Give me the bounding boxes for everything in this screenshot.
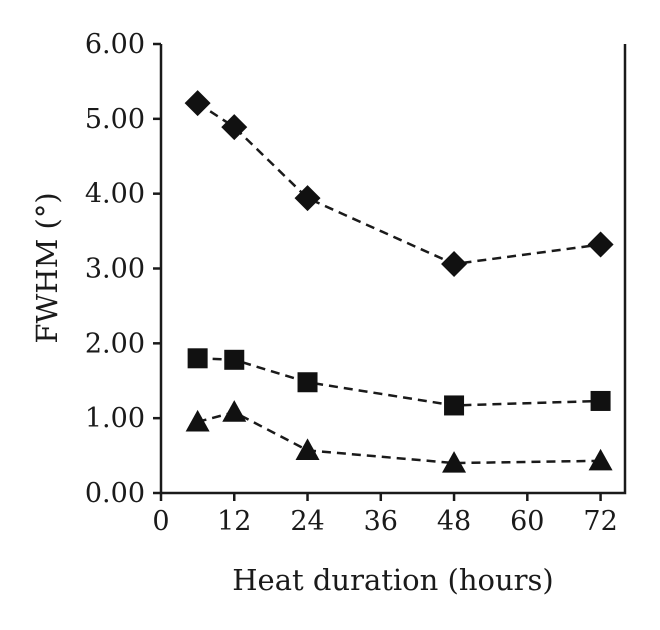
data-point-triangle xyxy=(295,438,320,460)
data-point-diamond xyxy=(587,231,614,258)
data-point-square xyxy=(590,390,611,411)
data-point-triangle xyxy=(222,400,247,422)
axes xyxy=(159,44,627,495)
y-axis-title: FWHM (°) xyxy=(30,192,64,343)
x-tick-label: 72 xyxy=(583,506,617,537)
y-axis-ticks: 0.00 1.00 2.00 3.00 4.00 5.00 6.00 xyxy=(85,29,161,509)
y-tick-label: 6.00 xyxy=(85,29,145,60)
data-point-diamond xyxy=(184,90,211,117)
series-group xyxy=(184,90,614,473)
y-tick-label: 1.00 xyxy=(85,403,145,434)
x-tick-label: 36 xyxy=(364,506,398,537)
data-point-triangle xyxy=(442,451,467,473)
x-tick-label: 12 xyxy=(217,506,251,537)
series-line-triangle xyxy=(197,410,601,465)
axis-frame xyxy=(159,44,627,495)
y-tick-label: 4.00 xyxy=(85,179,145,210)
data-point-triangle xyxy=(588,448,613,471)
series-line-square xyxy=(197,357,601,407)
series-square xyxy=(187,348,611,416)
y-tick-label: 5.00 xyxy=(85,104,145,135)
x-tick-label: 48 xyxy=(437,506,471,537)
x-tick-label: 0 xyxy=(152,506,169,537)
series-triangle xyxy=(185,400,613,473)
data-point-diamond xyxy=(441,251,468,278)
x-axis-ticks: 0 12 24 36 48 60 72 xyxy=(152,493,618,537)
data-point-diamond xyxy=(294,185,321,212)
series-line-diamond xyxy=(196,102,601,266)
x-tick-label: 24 xyxy=(290,506,324,537)
x-tick-label: 60 xyxy=(510,506,544,537)
data-point-square xyxy=(444,395,465,416)
data-point-square xyxy=(187,348,208,369)
y-tick-label: 2.00 xyxy=(85,328,145,359)
y-tick-label: 0.00 xyxy=(85,478,145,509)
data-point-square xyxy=(297,372,318,393)
y-tick-label: 3.00 xyxy=(85,254,145,285)
series-diamond xyxy=(184,90,614,278)
x-axis-title: Heat duration (hours) xyxy=(232,563,553,597)
data-point-diamond xyxy=(221,114,248,141)
data-point-square xyxy=(224,349,245,370)
data-point-triangle xyxy=(185,409,210,432)
